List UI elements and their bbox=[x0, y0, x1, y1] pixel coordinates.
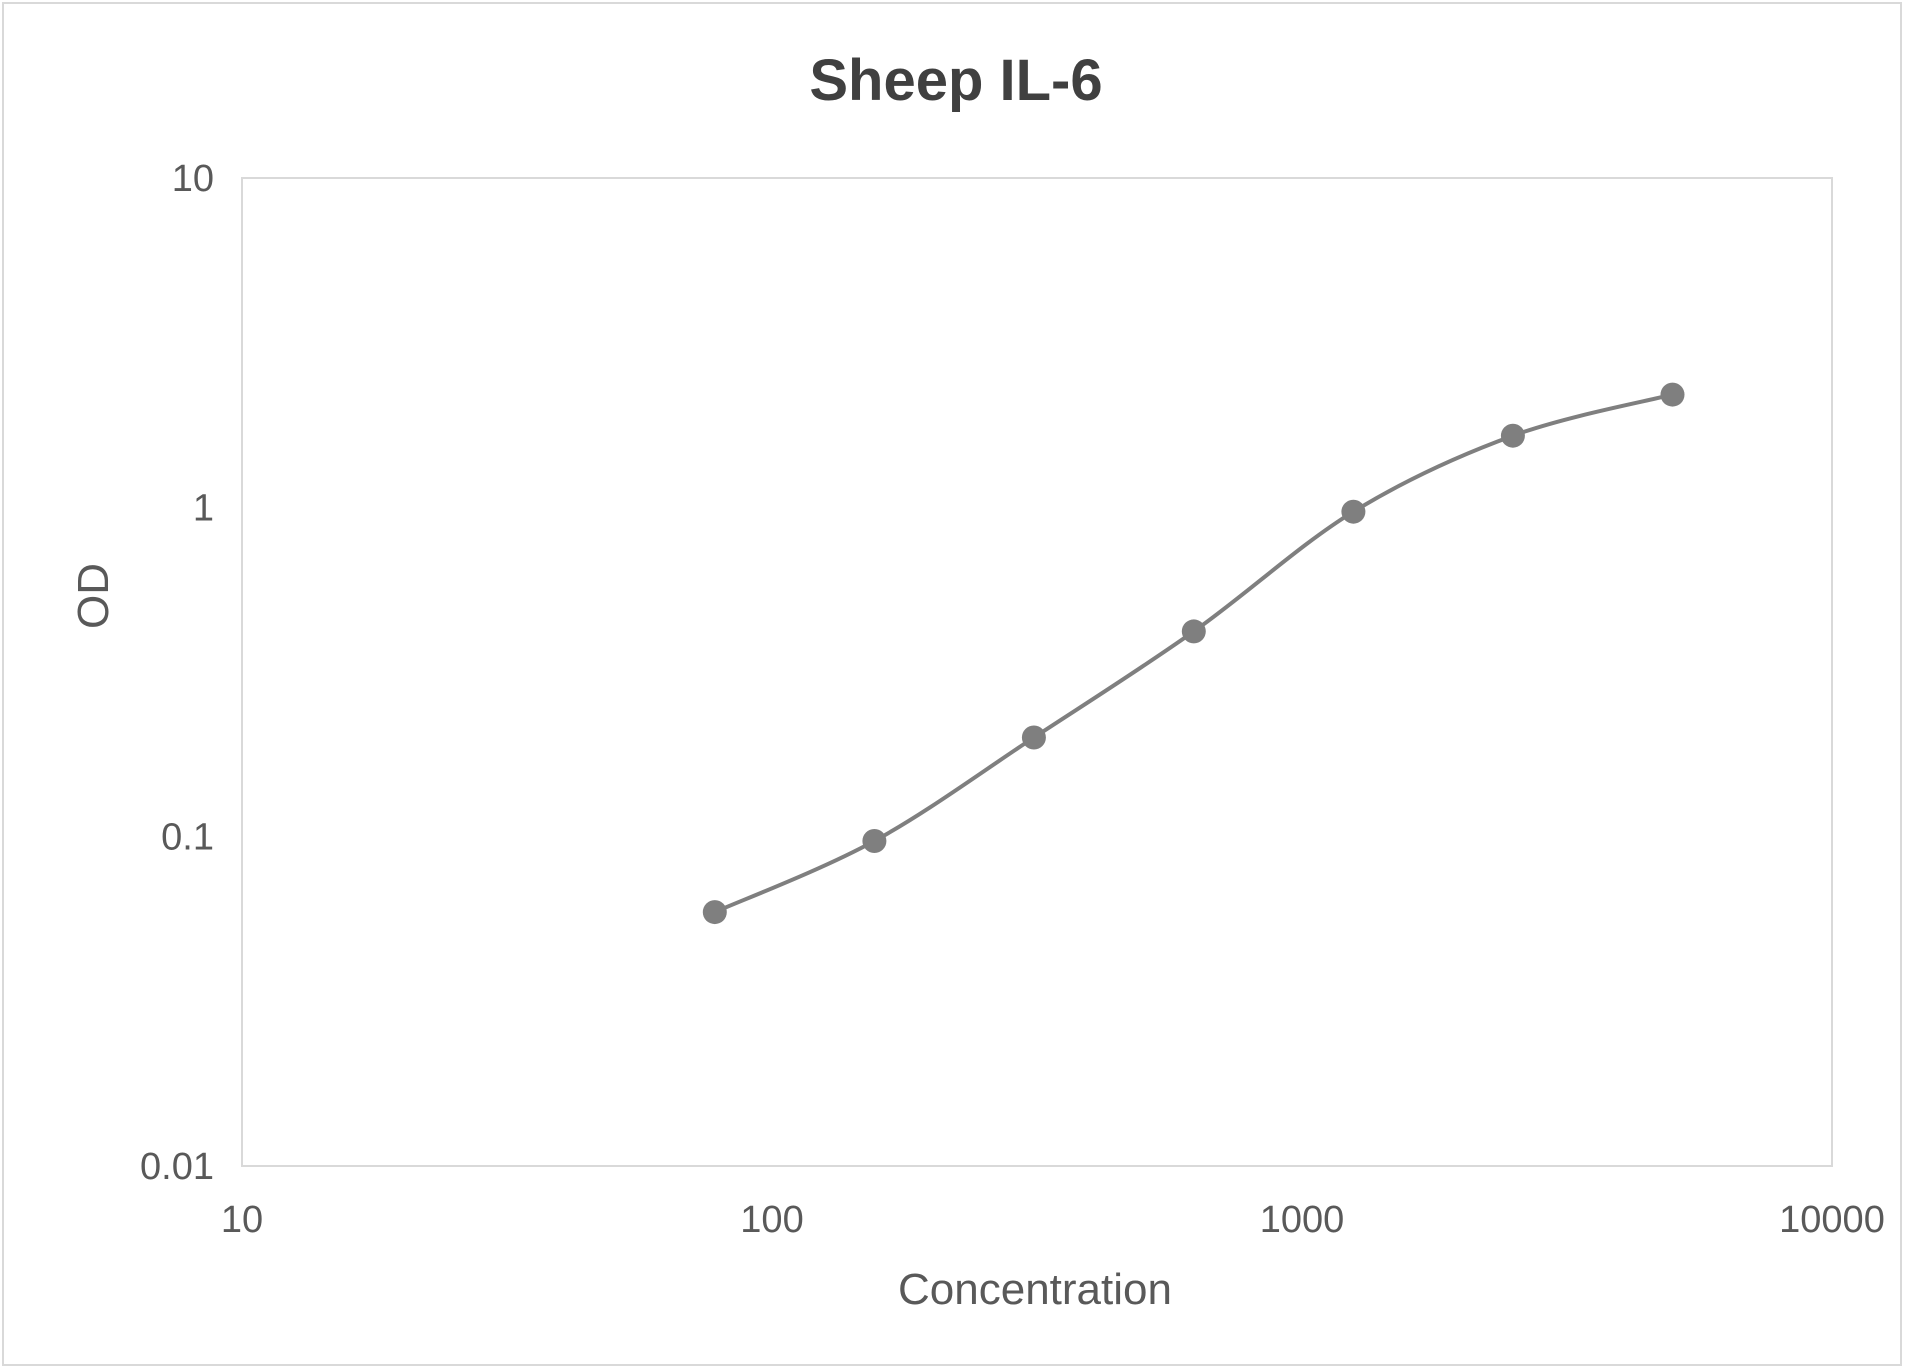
data-point bbox=[862, 829, 887, 853]
y-axis-title: OD bbox=[69, 563, 118, 629]
y-tick-label: 0.01 bbox=[140, 1146, 214, 1188]
y-tick-label: 0.1 bbox=[161, 817, 214, 859]
data-point bbox=[1341, 499, 1366, 524]
data-point bbox=[1500, 423, 1525, 448]
data-point bbox=[1181, 619, 1206, 644]
y-axis-ticks: 0.01 0.1 1 10 bbox=[140, 158, 214, 1188]
y-tick-label: 1 bbox=[193, 487, 214, 529]
chart-title: Sheep IL-6 bbox=[809, 48, 1102, 113]
y-tick-label: 10 bbox=[172, 158, 214, 200]
x-tick-label: 100 bbox=[740, 1199, 803, 1241]
x-axis-title: Concentration bbox=[898, 1265, 1172, 1314]
data-point bbox=[1021, 725, 1046, 750]
x-tick-label: 1000 bbox=[1260, 1199, 1345, 1241]
data-point bbox=[1660, 382, 1685, 407]
plot-area bbox=[241, 177, 1833, 1167]
x-axis-ticks: 10 100 1000 10000 bbox=[221, 1199, 1885, 1241]
chart-svg: Sheep IL-6 0.01 0.1 1 10 10 100 1000 10000 Con… bbox=[69, 48, 1885, 1314]
x-tick-label: 10 bbox=[221, 1199, 263, 1241]
series-points bbox=[702, 382, 1685, 925]
x-tick-label: 10000 bbox=[1779, 1199, 1885, 1241]
data-point bbox=[702, 900, 727, 925]
